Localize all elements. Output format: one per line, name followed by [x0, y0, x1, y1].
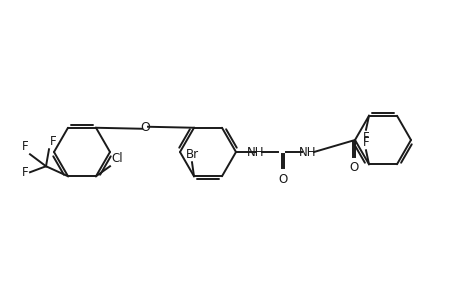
Text: F: F [50, 135, 56, 148]
Text: NH: NH [247, 146, 264, 158]
Text: NH: NH [299, 146, 316, 158]
Text: F: F [362, 131, 369, 144]
Text: Br: Br [185, 148, 198, 161]
Text: O: O [349, 161, 358, 174]
Text: F: F [22, 166, 29, 179]
Text: Cl: Cl [111, 152, 123, 165]
Text: O: O [140, 121, 150, 134]
Text: O: O [278, 173, 287, 186]
Text: F: F [22, 140, 29, 153]
Text: F: F [362, 136, 369, 149]
